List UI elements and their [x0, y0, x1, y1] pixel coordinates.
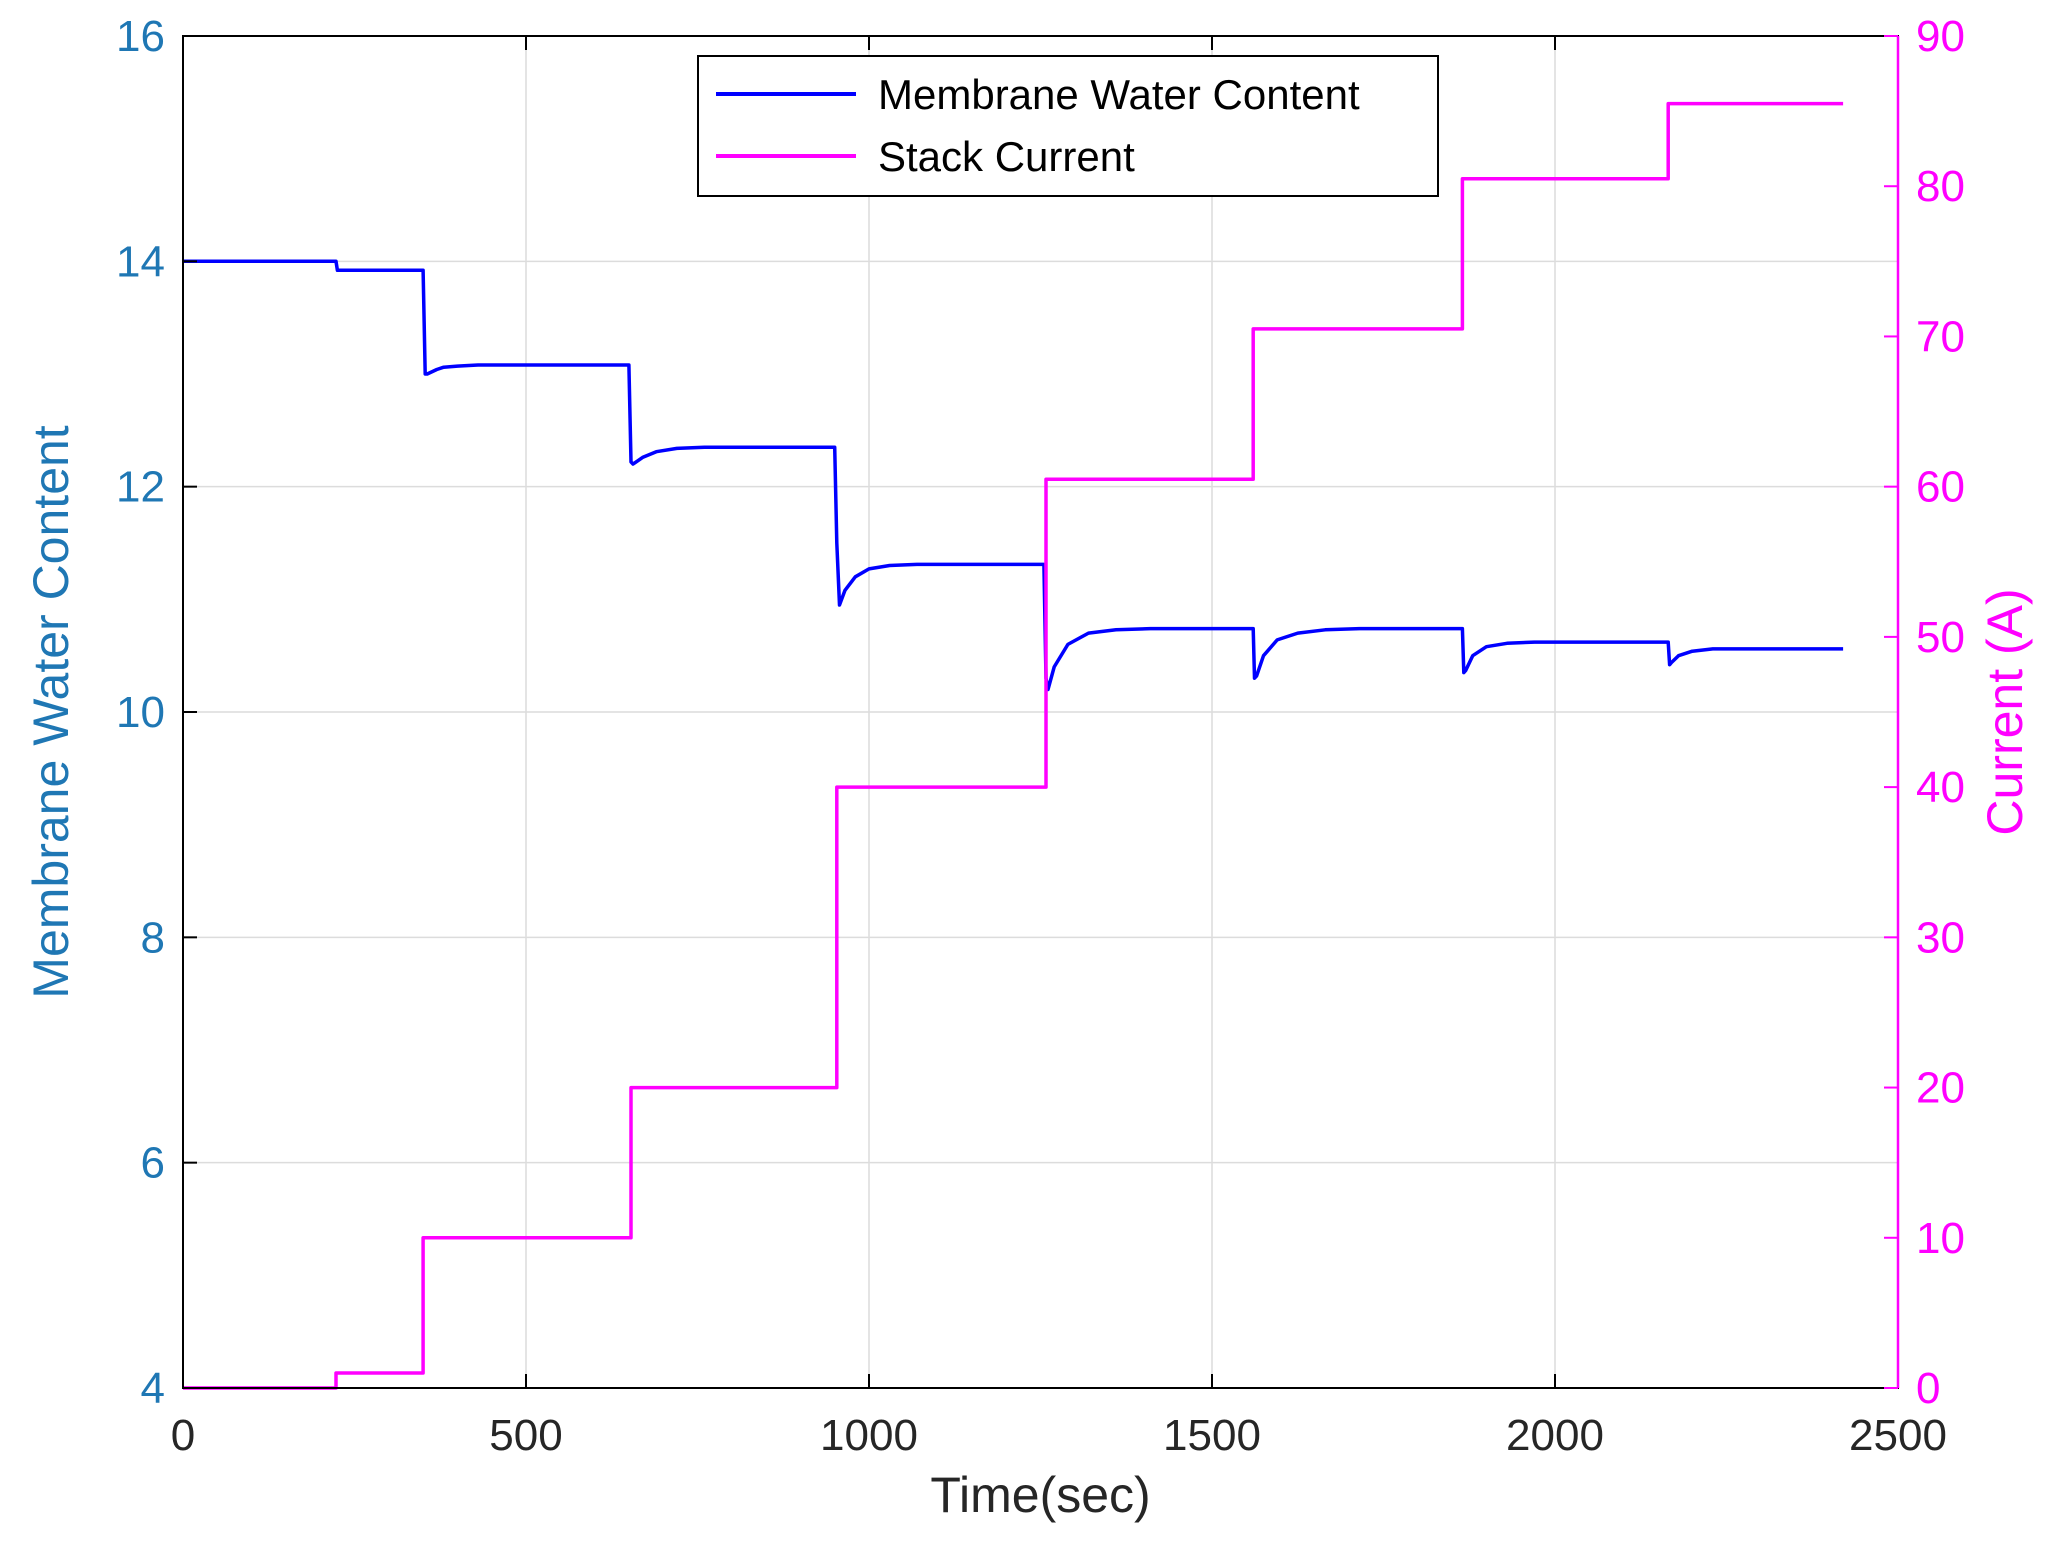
- right-y-tick-label: 0: [1916, 1364, 1940, 1413]
- right-y-tick-label: 70: [1916, 312, 1965, 361]
- left-y-tick-label: 6: [141, 1139, 165, 1188]
- left-y-tick-label: 8: [141, 913, 165, 962]
- right-y-tick-label: 10: [1916, 1214, 1965, 1263]
- left-y-tick-label: 4: [141, 1364, 165, 1413]
- right-y-axis-title: Current (A): [1977, 588, 2033, 835]
- left-y-tick-label: 16: [116, 12, 165, 61]
- x-axis-title: Time(sec): [930, 1467, 1150, 1523]
- left-y-axis: 4 6 8 10 12 14 16: [116, 12, 197, 1413]
- legend-label-stack-current: Stack Current: [878, 133, 1135, 180]
- x-tick-label: 1000: [820, 1411, 918, 1460]
- legend: Membrane Water Content Stack Current: [697, 55, 1439, 197]
- left-y-axis-title: Membrane Water Content: [23, 425, 79, 998]
- right-y-tick-label: 30: [1916, 913, 1965, 962]
- left-y-tick-label: 10: [116, 688, 165, 737]
- x-axis: 0 500 1000 1500 2000 2500: [171, 36, 1947, 1460]
- series-line-stack-current: [183, 101, 1844, 1390]
- plot-area: [183, 101, 1844, 1390]
- left-y-tick-label: 14: [116, 237, 165, 286]
- grid-lines: [183, 36, 1898, 1388]
- right-y-tick-label: 60: [1916, 463, 1965, 512]
- x-tick-label: 1500: [1163, 1411, 1261, 1460]
- right-y-tick-label: 50: [1916, 613, 1965, 662]
- x-tick-label: 500: [489, 1411, 562, 1460]
- right-y-tick-label: 80: [1916, 162, 1965, 211]
- left-y-tick-label: 12: [116, 463, 165, 512]
- x-tick-label: 2000: [1506, 1411, 1604, 1460]
- right-y-axis: 0 10 20 30 40 50 60 70 80 90: [1884, 12, 1965, 1413]
- legend-box: [697, 55, 1439, 197]
- right-y-tick-label: 90: [1916, 12, 1965, 61]
- legend-label-membrane-water-content: Membrane Water Content: [878, 71, 1360, 118]
- x-tick-label: 2500: [1849, 1411, 1947, 1460]
- right-y-tick-label: 20: [1916, 1064, 1965, 1113]
- right-y-tick-label: 40: [1916, 763, 1965, 812]
- x-tick-label: 0: [171, 1411, 195, 1460]
